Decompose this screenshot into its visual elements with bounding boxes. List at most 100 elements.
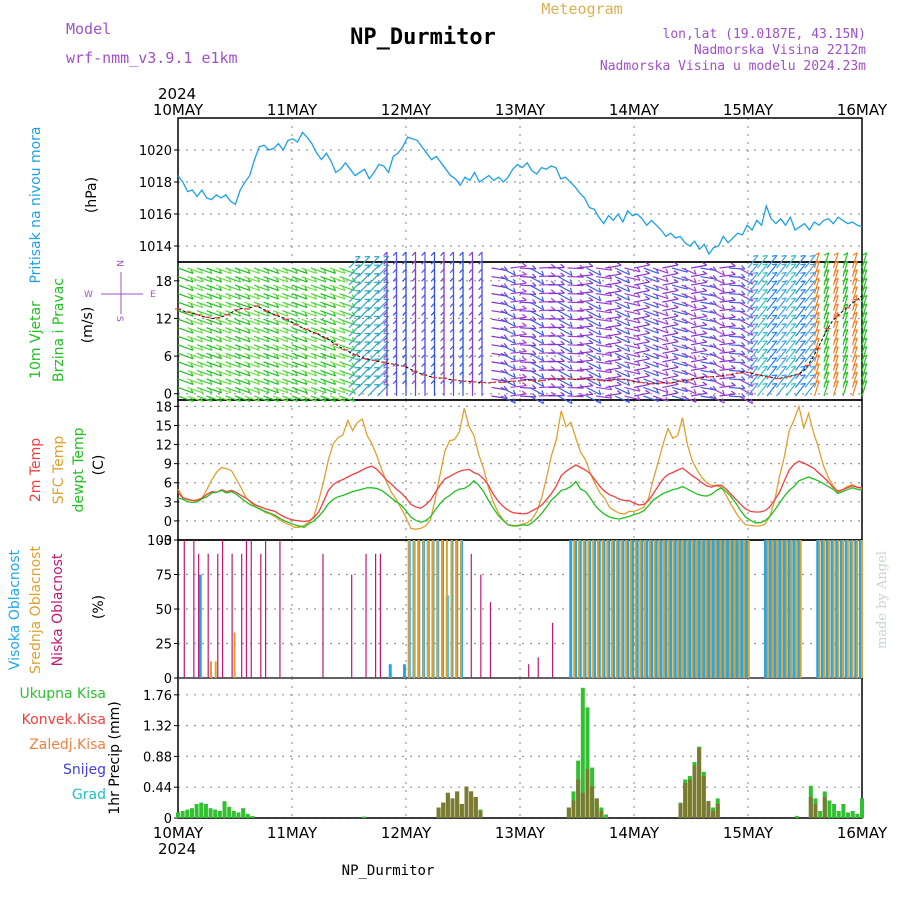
wind-barb <box>595 301 612 305</box>
wind-barb <box>263 293 279 300</box>
wind-barb <box>861 278 868 294</box>
y-tick-label: 0 <box>164 812 172 827</box>
wind-barb-head <box>790 365 797 368</box>
precip-conv-bar <box>822 797 827 818</box>
wind-barb-head <box>521 390 527 395</box>
wind-barb <box>861 346 868 363</box>
wind-barb <box>709 378 725 387</box>
wind-barb <box>576 342 593 346</box>
wind-barb-head <box>532 299 537 304</box>
wind-barb-head <box>790 271 797 274</box>
wind-barb <box>861 252 868 269</box>
wind-barb <box>643 275 659 283</box>
wind-barb-head <box>588 348 594 353</box>
wind-barb-head <box>712 385 717 391</box>
wind-barb <box>567 293 584 295</box>
wind-barb-head <box>712 308 717 314</box>
wind-barb-head <box>800 289 806 291</box>
wind-barb-head <box>771 357 778 360</box>
wind-barb <box>215 284 232 292</box>
wind-barb <box>234 344 251 351</box>
wind-barb <box>196 310 213 317</box>
wind-barb-head <box>741 307 746 313</box>
wind-barb <box>728 369 746 373</box>
wind-barb <box>776 357 787 371</box>
wind-barb <box>823 329 830 345</box>
wind-barb <box>719 325 736 329</box>
wind-barb-head <box>730 382 736 386</box>
wind-barb-head <box>721 364 725 370</box>
precip-total-bar <box>180 811 185 818</box>
precip-conv-bar <box>715 804 720 818</box>
wind-barb-head <box>459 294 464 299</box>
wind-barb-head <box>824 303 830 307</box>
wind-barb <box>348 315 361 329</box>
wind-barb <box>785 263 797 277</box>
wind-barb <box>595 310 612 314</box>
wind-barb <box>671 318 688 324</box>
wind-barb <box>253 395 270 403</box>
wind-barb <box>272 386 289 394</box>
wind-barb-head <box>721 355 725 361</box>
wind-barb <box>804 255 816 269</box>
wind-barb <box>500 275 516 285</box>
wind-barb <box>206 352 222 360</box>
wind-barb-head <box>560 323 565 328</box>
wind-barb <box>510 367 527 371</box>
wind-barb-head <box>741 299 746 304</box>
wind-barb <box>519 352 537 355</box>
wind-barb-head <box>532 290 537 295</box>
wind-barb <box>804 331 816 346</box>
wind-barb-head <box>449 371 454 376</box>
wind-barb <box>557 378 573 388</box>
wind-barb-head <box>411 379 416 385</box>
wind-barb <box>795 306 806 320</box>
wind-barb <box>244 361 260 368</box>
wind-barb <box>832 372 839 388</box>
wind-barb-head <box>800 314 806 317</box>
wind-barb-head <box>550 348 556 354</box>
wind-barb-head <box>809 348 816 351</box>
wind-barb-head <box>862 277 868 282</box>
wind-barb <box>662 306 679 312</box>
wind-barb <box>225 378 241 385</box>
wind-barb <box>206 395 222 403</box>
wind-barb <box>301 352 317 360</box>
wind-barb-head <box>383 345 388 350</box>
wind-barb <box>681 310 697 318</box>
wind-barb-head <box>411 294 416 299</box>
wind-barb-head <box>824 337 830 342</box>
wind-barb-head <box>673 338 679 343</box>
wind-barb <box>738 276 753 285</box>
wind-barb <box>215 395 232 403</box>
wind-barb-head <box>693 363 697 369</box>
legend-total: Ukupna Kisa <box>19 686 106 702</box>
wind-barb-head <box>862 371 868 376</box>
wind-barb <box>757 314 768 329</box>
wind-barb <box>643 327 659 334</box>
wind-barb-head <box>862 252 868 256</box>
wind-barb <box>823 261 830 277</box>
wind-barb-head <box>512 389 516 395</box>
wind-barb <box>291 335 308 343</box>
wind-barb-head <box>503 334 508 340</box>
wind-barb-head <box>411 251 416 257</box>
wind-barb <box>728 352 746 356</box>
wind-barb-head <box>809 382 816 385</box>
wind-barb-head <box>790 348 797 351</box>
wind-barb <box>206 275 222 283</box>
wind-barb-head <box>627 372 631 378</box>
wind-barb <box>367 349 380 363</box>
wind-barb <box>605 375 622 380</box>
wind-barb <box>785 272 797 286</box>
wind-barb <box>187 284 203 292</box>
wind-barb <box>795 289 806 303</box>
wind-barb-head <box>645 261 651 266</box>
wind-barb <box>766 331 778 346</box>
wind-barb <box>728 344 746 347</box>
wind-barb <box>272 361 289 368</box>
wind-barb <box>177 318 194 326</box>
wind-barb-head <box>392 260 397 265</box>
wind-barb-head <box>459 353 464 359</box>
wind-barb <box>272 318 289 326</box>
